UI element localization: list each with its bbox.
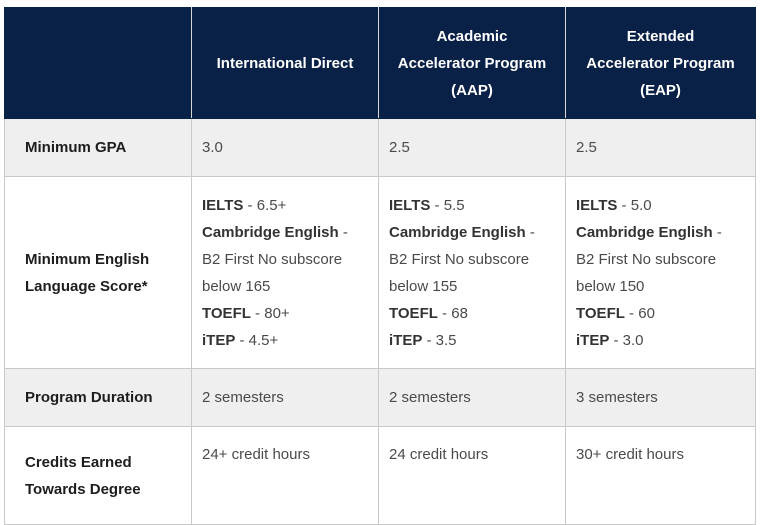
cambridge-detail: B2 First No subscore — [202, 250, 343, 268]
credits-international-direct: 24+ credit hours — [191, 426, 379, 525]
table-body: Minimum GPA 3.0 2.5 2.5 Minimum English … — [4, 118, 756, 525]
credits-eap: 30+ credit hours — [565, 426, 756, 525]
toefl-label: TOEFL — [576, 304, 625, 322]
ielts-score: IELTS - 6.5+ — [202, 192, 368, 219]
itep-label: iTEP — [202, 331, 236, 349]
ielts-value: - 6.5+ — [243, 196, 287, 214]
ielts-label: IELTS — [576, 196, 618, 214]
table-row-minimum-english-score: Minimum English Language Score* IELTS - … — [4, 176, 756, 369]
header-line: Extended — [626, 27, 695, 45]
duration-eap: 3 semesters — [565, 368, 756, 427]
toefl-score: TOEFL - 80+ — [202, 300, 368, 327]
ielts-value: - 5.0 — [617, 196, 652, 214]
itep-label: iTEP — [576, 331, 610, 349]
ielts-label: IELTS — [202, 196, 244, 214]
cambridge-score: Cambridge English - — [576, 219, 745, 246]
cambridge-detail: below 155 — [389, 277, 458, 295]
cambridge-detail: below 150 — [576, 277, 645, 295]
program-comparison-table: International Direct Academic Accelerato… — [4, 7, 756, 525]
credits-aap: 24 credit hours — [378, 426, 566, 525]
table-row-minimum-gpa: Minimum GPA 3.0 2.5 2.5 — [4, 118, 756, 177]
header-line: International Direct — [216, 54, 354, 72]
header-line: Accelerator Program — [586, 54, 735, 72]
itep-value: - 3.5 — [422, 331, 457, 349]
cambridge-label: Cambridge English — [389, 223, 526, 241]
row-label-minimum-english-score: Minimum English Language Score* — [4, 176, 192, 369]
itep-label: iTEP — [389, 331, 423, 349]
toefl-score: TOEFL - 68 — [389, 300, 555, 327]
cambridge-detail: B2 First No subscore — [389, 250, 530, 268]
ielts-label: IELTS — [389, 196, 431, 214]
header-international-direct: International Direct — [191, 7, 379, 119]
toefl-score: TOEFL - 60 — [576, 300, 745, 327]
header-line: Accelerator Program — [397, 54, 547, 72]
table-header: International Direct Academic Accelerato… — [4, 7, 756, 119]
label-line: Language Score* — [25, 277, 148, 295]
toefl-value: - 68 — [437, 304, 468, 322]
gpa-aap: 2.5 — [378, 118, 566, 177]
cambridge-score: Cambridge English - — [389, 219, 555, 246]
program-comparison-table-container: International Direct Academic Accelerato… — [4, 7, 756, 525]
itep-score: iTEP - 3.5 — [389, 327, 555, 354]
header-eap: Extended Accelerator Program (EAP) — [565, 7, 756, 119]
cambridge-dash: - — [712, 223, 722, 241]
duration-international-direct: 2 semesters — [191, 368, 379, 427]
itep-value: - 4.5+ — [235, 331, 279, 349]
toefl-label: TOEFL — [202, 304, 251, 322]
english-eap: IELTS - 5.0 Cambridge English - B2 First… — [565, 176, 756, 369]
cambridge-label: Cambridge English — [576, 223, 713, 241]
ielts-score: IELTS - 5.5 — [389, 192, 555, 219]
label-line: Towards Degree — [25, 480, 141, 498]
english-aap: IELTS - 5.5 Cambridge English - B2 First… — [378, 176, 566, 369]
label-line: Credits Earned — [25, 453, 132, 471]
cambridge-detail: below 165 — [202, 277, 271, 295]
row-label-program-duration: Program Duration — [4, 368, 192, 427]
row-label-credits-earned: Credits Earned Towards Degree — [4, 426, 192, 525]
cambridge-dash: - — [338, 223, 348, 241]
toefl-value: - 80+ — [250, 304, 290, 322]
cambridge-detail: B2 First No subscore — [576, 250, 717, 268]
duration-aap: 2 semesters — [378, 368, 566, 427]
header-empty-cell — [4, 7, 192, 119]
cambridge-label: Cambridge English — [202, 223, 339, 241]
header-line: (AAP) — [451, 81, 493, 99]
toefl-value: - 60 — [624, 304, 655, 322]
header-aap: Academic Accelerator Program (AAP) — [378, 7, 566, 119]
cambridge-dash: - — [525, 223, 535, 241]
cambridge-score: Cambridge English - — [202, 219, 368, 246]
header-line: (EAP) — [640, 81, 681, 99]
table-row-credits-earned: Credits Earned Towards Degree 24+ credit… — [4, 426, 756, 525]
gpa-eap: 2.5 — [565, 118, 756, 177]
itep-value: - 3.0 — [609, 331, 644, 349]
ielts-score: IELTS - 5.0 — [576, 192, 745, 219]
ielts-value: - 5.5 — [430, 196, 465, 214]
table-row-program-duration: Program Duration 2 semesters 2 semesters… — [4, 368, 756, 427]
gpa-international-direct: 3.0 — [191, 118, 379, 177]
header-line: Academic — [436, 27, 508, 45]
row-label-minimum-gpa: Minimum GPA — [4, 118, 192, 177]
label-line: Minimum English — [25, 250, 150, 268]
itep-score: iTEP - 4.5+ — [202, 327, 368, 354]
itep-score: iTEP - 3.0 — [576, 327, 745, 354]
english-international-direct: IELTS - 6.5+ Cambridge English - B2 Firs… — [191, 176, 379, 369]
header-row: International Direct Academic Accelerato… — [4, 7, 756, 119]
toefl-label: TOEFL — [389, 304, 438, 322]
